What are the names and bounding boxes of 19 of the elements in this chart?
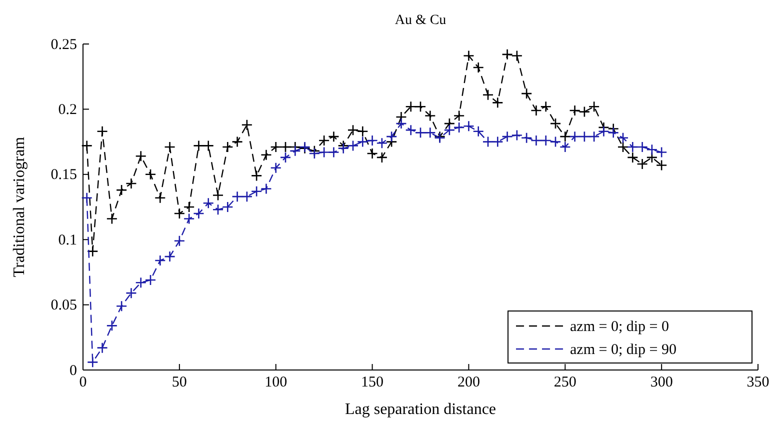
y-tick-label: 0.1 bbox=[58, 232, 77, 248]
x-tick-label: 150 bbox=[361, 374, 384, 391]
x-tick-label: 0 bbox=[79, 374, 87, 391]
x-tick-label: 50 bbox=[172, 374, 187, 391]
chart-title: Au & Cu bbox=[394, 13, 446, 28]
x-tick-label: 350 bbox=[746, 374, 770, 391]
x-tick-label: 200 bbox=[457, 374, 480, 391]
y-tick-label: 0.05 bbox=[50, 298, 77, 314]
legend-label: azm = 0; dip = 0 bbox=[570, 319, 669, 335]
x-tick-label: 300 bbox=[650, 374, 673, 391]
y-tick-label: 0 bbox=[70, 362, 77, 379]
x-tick-label: 250 bbox=[554, 374, 576, 391]
y-tick-label: 0.2 bbox=[58, 102, 77, 118]
legend-label: azm = 0; dip = 90 bbox=[570, 342, 676, 358]
x-tick-label: 100 bbox=[264, 374, 288, 391]
x-axis-title: Lag separation distance bbox=[344, 401, 496, 418]
y-axis-title: Traditional variogram bbox=[11, 136, 28, 278]
y-tick-label: 0.25 bbox=[50, 36, 77, 53]
y-tick-label: 0.15 bbox=[50, 167, 77, 184]
